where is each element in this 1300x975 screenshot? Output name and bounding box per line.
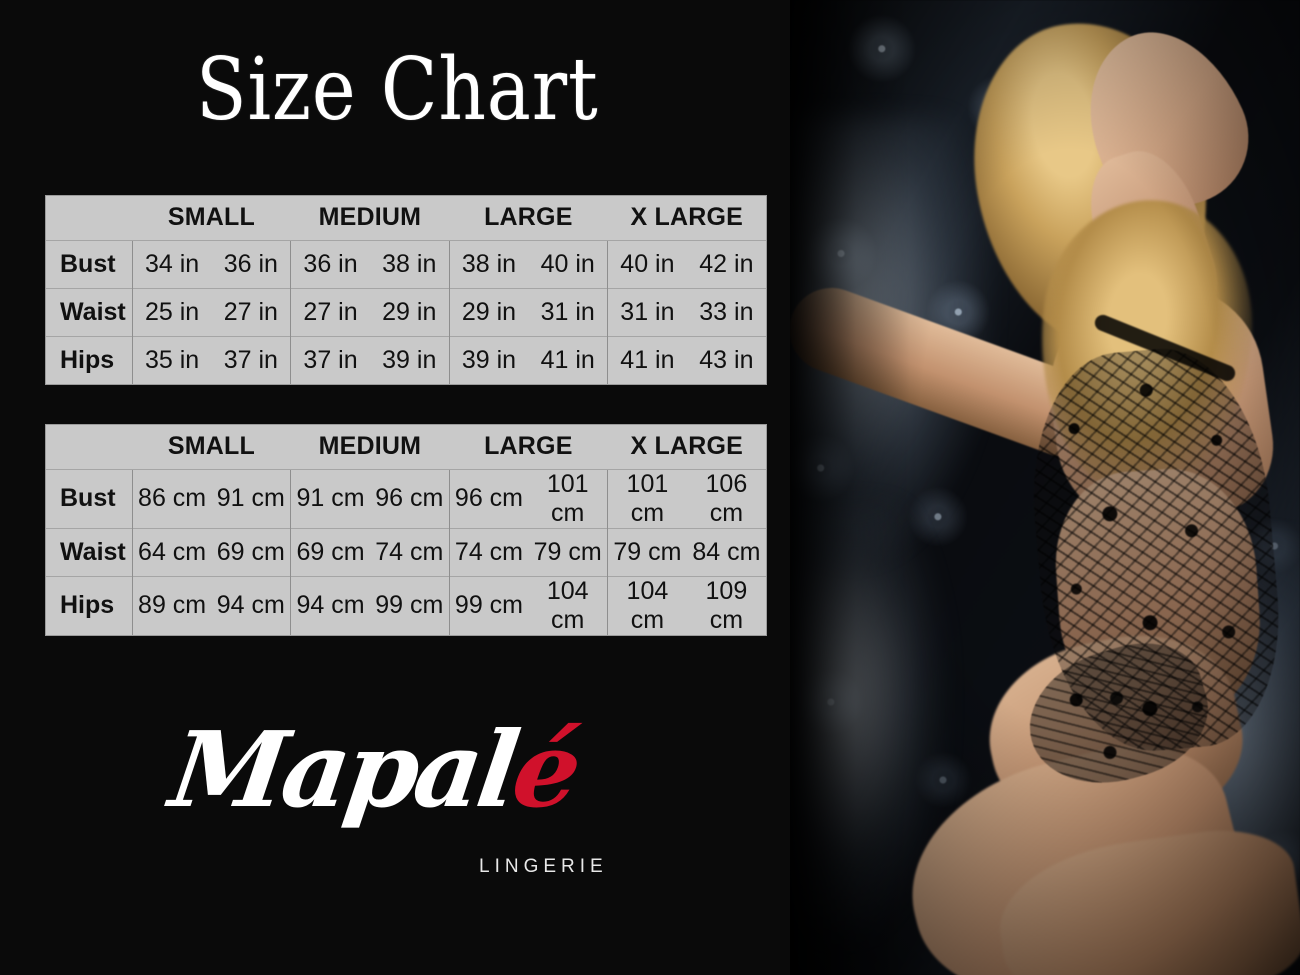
table-row: Waist 25 in 27 in 27 in 29 in 29 in 31 i… <box>46 287 766 336</box>
brand-logo: Mapalé LINGERIE <box>163 708 602 893</box>
cell: 25 in <box>132 287 212 336</box>
row-label-bust: Bust <box>46 240 133 288</box>
table-header-row: SMALL MEDIUM LARGE X LARGE <box>46 196 766 241</box>
cell: 91 cm <box>211 469 291 528</box>
size-table-inches: SMALL MEDIUM LARGE X LARGE Bust 34 in 36… <box>46 196 766 384</box>
cell: 41 in <box>528 335 608 384</box>
cell: 104 cm <box>528 575 608 635</box>
cell: 69 cm <box>211 527 291 576</box>
row-label-hips: Hips <box>46 335 133 384</box>
cell: 41 in <box>607 335 687 384</box>
cell: 31 in <box>528 287 608 336</box>
cell: 39 in <box>448 335 529 384</box>
header-medium: MEDIUM <box>290 425 450 470</box>
cell: 74 cm <box>369 527 450 576</box>
model-photo <box>790 0 1300 975</box>
brand-wordmark-main: Mapal <box>163 708 523 831</box>
cell: 101 cm <box>607 469 687 528</box>
table-row: Waist 64 cm 69 cm 69 cm 74 cm 74 cm 79 c… <box>46 527 766 576</box>
cell: 89 cm <box>132 575 212 635</box>
cell: 69 cm <box>290 527 370 576</box>
header-x-large: X LARGE <box>607 196 766 241</box>
header-large: LARGE <box>449 196 608 241</box>
brand-tagline: LINGERIE <box>479 856 608 877</box>
cell: 91 cm <box>290 469 370 528</box>
cell: 86 cm <box>132 469 212 528</box>
cell: 39 in <box>369 335 450 384</box>
header-corner <box>46 425 133 470</box>
cell: 31 in <box>607 287 687 336</box>
cell: 104 cm <box>607 575 687 635</box>
brand-wordmark: Mapalé <box>163 708 585 831</box>
cell: 79 cm <box>528 527 608 576</box>
table-row: Bust 34 in 36 in 36 in 38 in 38 in 40 in… <box>46 240 766 288</box>
header-small: SMALL <box>132 196 291 241</box>
cell: 38 in <box>369 240 450 288</box>
cell: 74 cm <box>448 527 529 576</box>
header-small: SMALL <box>132 425 291 470</box>
cell: 42 in <box>686 240 766 288</box>
left-panel: Size Chart SMALL MEDIUM LARGE X LARGE Bu… <box>46 40 766 893</box>
cell: 94 cm <box>211 575 291 635</box>
header-x-large: X LARGE <box>607 425 766 470</box>
cell: 37 in <box>211 335 291 384</box>
cell: 36 in <box>290 240 370 288</box>
cell: 34 in <box>132 240 212 288</box>
size-table-centimeters: SMALL MEDIUM LARGE X LARGE Bust 86 cm 91… <box>46 425 766 635</box>
cell: 79 cm <box>607 527 687 576</box>
cell: 84 cm <box>686 527 766 576</box>
cell: 106 cm <box>686 469 766 528</box>
table-row: Hips 89 cm 94 cm 94 cm 99 cm 99 cm 104 c… <box>46 575 766 635</box>
row-label-bust: Bust <box>46 469 133 528</box>
cell: 43 in <box>686 335 766 384</box>
cell: 38 in <box>448 240 529 288</box>
cell: 99 cm <box>448 575 529 635</box>
header-large: LARGE <box>449 425 608 470</box>
cell: 96 cm <box>369 469 450 528</box>
cell: 27 in <box>290 287 370 336</box>
row-label-waist: Waist <box>46 287 133 336</box>
cell: 33 in <box>686 287 766 336</box>
row-label-waist: Waist <box>46 527 133 576</box>
cell: 64 cm <box>132 527 212 576</box>
cell: 27 in <box>211 287 291 336</box>
cell: 37 in <box>290 335 370 384</box>
cell: 29 in <box>369 287 450 336</box>
cell: 35 in <box>132 335 212 384</box>
cell: 40 in <box>528 240 608 288</box>
photo-left-shade <box>790 0 910 975</box>
header-corner <box>46 196 133 241</box>
cell: 40 in <box>607 240 687 288</box>
header-medium: MEDIUM <box>290 196 450 241</box>
page-title: Size Chart <box>196 40 599 140</box>
cell: 94 cm <box>290 575 370 635</box>
table-header-row: SMALL MEDIUM LARGE X LARGE <box>46 425 766 470</box>
cell: 29 in <box>448 287 529 336</box>
cell: 96 cm <box>448 469 529 528</box>
cell: 99 cm <box>369 575 450 635</box>
cell: 101 cm <box>528 469 608 528</box>
cell: 36 in <box>211 240 291 288</box>
table-row: Hips 35 in 37 in 37 in 39 in 39 in 41 in… <box>46 335 766 384</box>
row-label-hips: Hips <box>46 575 133 635</box>
table-row: Bust 86 cm 91 cm 91 cm 96 cm 96 cm 101 c… <box>46 469 766 528</box>
cell: 109 cm <box>686 575 766 635</box>
